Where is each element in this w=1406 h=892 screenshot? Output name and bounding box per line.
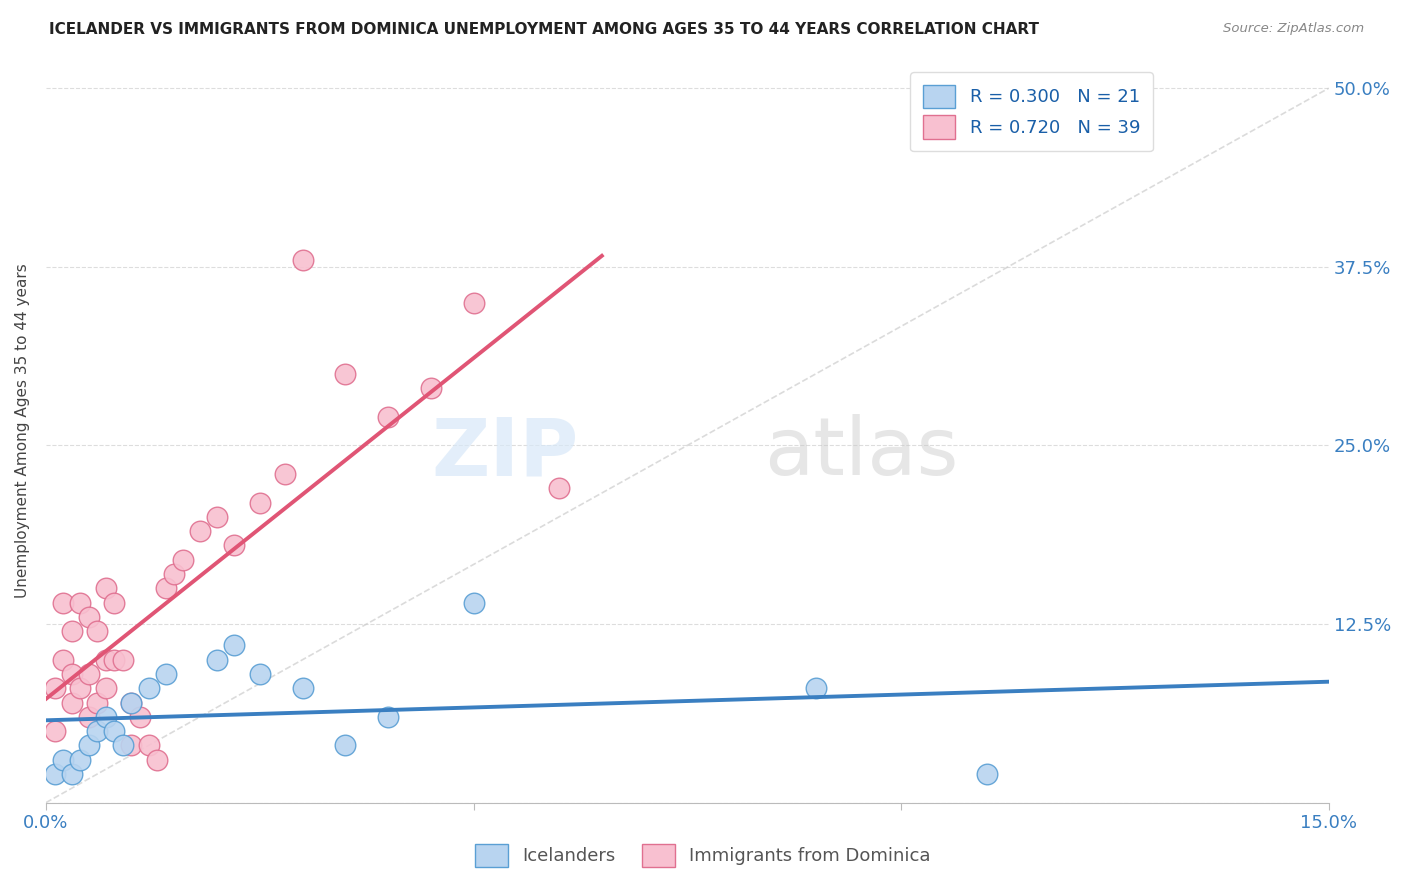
Point	[335, 367, 357, 381]
Point	[69, 681, 91, 696]
Point	[60, 624, 83, 639]
Point	[377, 710, 399, 724]
Point	[52, 596, 75, 610]
Point	[94, 710, 117, 724]
Point	[60, 667, 83, 681]
Point	[291, 681, 314, 696]
Legend: Icelanders, Immigrants from Dominica: Icelanders, Immigrants from Dominica	[468, 837, 938, 874]
Point	[86, 624, 108, 639]
Point	[163, 566, 186, 581]
Point	[249, 667, 271, 681]
Point	[44, 767, 66, 781]
Point	[69, 753, 91, 767]
Point	[172, 552, 194, 566]
Point	[77, 710, 100, 724]
Point	[60, 767, 83, 781]
Point	[463, 596, 485, 610]
Point	[419, 381, 441, 395]
Point	[77, 739, 100, 753]
Point	[274, 467, 297, 481]
Text: Source: ZipAtlas.com: Source: ZipAtlas.com	[1223, 22, 1364, 36]
Point	[94, 681, 117, 696]
Point	[111, 739, 134, 753]
Point	[138, 681, 160, 696]
Text: ZIP: ZIP	[432, 415, 578, 492]
Point	[69, 596, 91, 610]
Point	[52, 653, 75, 667]
Point	[224, 538, 246, 552]
Point	[224, 639, 246, 653]
Point	[111, 653, 134, 667]
Point	[155, 667, 177, 681]
Point	[52, 753, 75, 767]
Point	[146, 753, 169, 767]
Point	[249, 495, 271, 509]
Point	[804, 681, 827, 696]
Point	[976, 767, 998, 781]
Point	[94, 581, 117, 595]
Point	[335, 739, 357, 753]
Legend: R = 0.300   N = 21, R = 0.720   N = 39: R = 0.300 N = 21, R = 0.720 N = 39	[910, 72, 1153, 152]
Point	[103, 653, 125, 667]
Y-axis label: Unemployment Among Ages 35 to 44 years: Unemployment Among Ages 35 to 44 years	[15, 264, 30, 599]
Point	[121, 696, 143, 710]
Point	[44, 724, 66, 739]
Point	[77, 667, 100, 681]
Point	[377, 409, 399, 424]
Point	[138, 739, 160, 753]
Point	[155, 581, 177, 595]
Point	[129, 710, 152, 724]
Text: atlas: atlas	[765, 415, 959, 492]
Point	[86, 724, 108, 739]
Point	[205, 653, 228, 667]
Point	[103, 596, 125, 610]
Point	[77, 610, 100, 624]
Text: ICELANDER VS IMMIGRANTS FROM DOMINICA UNEMPLOYMENT AMONG AGES 35 TO 44 YEARS COR: ICELANDER VS IMMIGRANTS FROM DOMINICA UN…	[49, 22, 1039, 37]
Point	[188, 524, 211, 538]
Point	[60, 696, 83, 710]
Point	[291, 252, 314, 267]
Point	[548, 481, 571, 495]
Point	[103, 724, 125, 739]
Point	[86, 696, 108, 710]
Point	[463, 295, 485, 310]
Point	[121, 739, 143, 753]
Point	[44, 681, 66, 696]
Point	[121, 696, 143, 710]
Point	[94, 653, 117, 667]
Point	[205, 509, 228, 524]
